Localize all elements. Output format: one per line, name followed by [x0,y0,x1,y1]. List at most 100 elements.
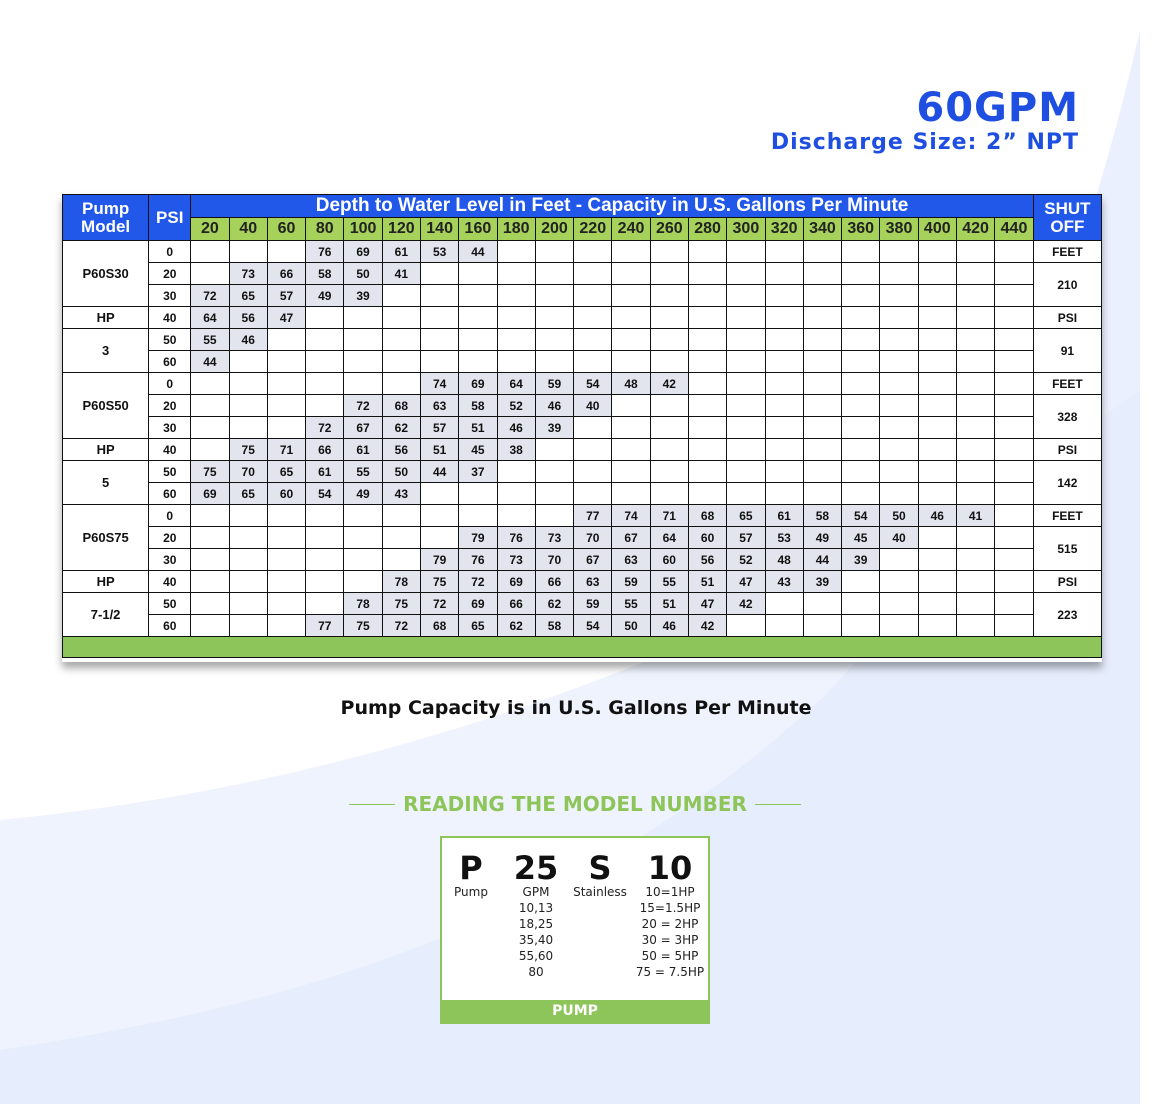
capacity-cell [343,526,383,549]
capacity-cell: 63 [573,570,613,593]
capacity-cell: 50 [611,614,651,637]
capacity-cell [228,394,268,417]
shutoff-header: SHUT OFF [1032,194,1103,241]
capacity-cell [994,482,1034,505]
capacity-cell: 75 [381,592,421,615]
capacity-cell [305,350,345,373]
page-title: 60GPM [916,85,1079,131]
capacity-cell: 67 [343,416,383,439]
capacity-cell: 57 [266,284,307,307]
capacity-cell: 69 [343,240,383,263]
capacity-cell [917,614,957,637]
capacity-cell [879,328,919,351]
capacity-cell [573,284,613,307]
capacity-cell [496,350,536,373]
capacity-cell [841,592,881,615]
capacity-cell: 55 [611,592,651,615]
capacity-cell: 54 [841,504,881,527]
capacity-cell [573,350,613,373]
capacity-cell [228,350,268,373]
pump-capacity-table: Pump Model PSI Depth to Water Level in F… [61,194,1103,662]
capacity-cell [381,548,421,571]
capacity-cell [917,350,957,373]
capacity-cell [611,350,651,373]
capacity-cell [764,460,804,483]
capacity-cell [841,394,881,417]
capacity-cell [955,460,996,483]
capacity-cell: 55 [649,570,689,593]
capacity-cell [726,306,766,329]
capacity-cell [955,614,996,637]
capacity-cell: 39 [534,416,575,439]
capacity-cell [879,394,919,417]
capacity-cell [764,262,804,285]
capacity-cell [955,548,996,571]
capacity-cell: 47 [266,306,307,329]
capacity-cell [496,284,536,307]
capacity-cell [496,328,536,351]
capacity-cell [611,240,651,263]
capacity-cell: 75 [228,438,268,461]
capacity-cell [190,240,230,263]
model-letter: S [588,849,612,887]
capacity-cell [649,460,689,483]
capacity-cell [994,372,1034,395]
capacity-cell [917,372,957,395]
shutoff-cell: 223 [1032,592,1103,637]
capacity-cell [573,262,613,285]
table-row: 20 79 76 73 70 67 64 60 57 53 49 45 40 515 [63,526,1103,571]
capacity-cell [305,328,345,351]
capacity-cell [228,570,268,593]
capacity-cell [841,306,881,329]
shutoff-cell: PSI [1032,438,1103,461]
capacity-cell: 71 [649,504,689,527]
capacity-cell: 72 [381,614,421,637]
depth-header-cell: 140 [419,217,460,241]
model-option: 30 = 3HP [641,933,699,947]
capacity-cell [190,262,230,285]
capacity-cell [879,570,919,593]
depth-header-cell: 180 [496,217,536,241]
capacity-cell: 56 [381,438,421,461]
capacity-cell: 60 [266,482,307,505]
capacity-cell: 66 [496,592,536,615]
psi-cell: 40 [148,570,192,593]
capacity-cell [573,460,613,483]
capacity-cell: 51 [419,438,460,461]
capacity-cell [419,526,460,549]
capacity-cell: 60 [649,548,689,571]
table-row: P60S30 0 76 69 61 53 44 FEET [61,240,1103,307]
table-row: 30 72 65 57 49 39 [63,284,1102,307]
capacity-cell [879,460,919,483]
capacity-cell [917,592,957,615]
depth-header-cell: 200 [534,217,575,241]
capacity-cell: 58 [305,262,345,285]
capacity-cell: 40 [879,526,919,549]
psi-cell: 20 [148,262,192,285]
capacity-cell: 44 [419,460,460,483]
capacity-cell [266,614,307,637]
capacity-cell [687,240,728,263]
model-number-box: P Pump 25 GPM 10,13 18,25 35,40 55,60 80… [440,836,710,1024]
capacity-cell [955,394,996,417]
capacity-cell: 40 [573,394,613,417]
table-row: 30 72 67 62 57 51 46 39 [63,416,1102,439]
capacity-cell [649,416,689,439]
capacity-cell [994,328,1034,351]
depth-header-cell: 400 [917,217,957,241]
capacity-cell: 53 [419,240,460,263]
capacity-cell [726,416,766,439]
capacity-cell [841,438,881,461]
capacity-cell [917,460,957,483]
capacity-cell [266,548,307,571]
capacity-cell [955,328,996,351]
capacity-cell [764,416,804,439]
depth-header-cell: 300 [726,217,766,241]
capacity-cell [879,284,919,307]
capacity-cell: 66 [534,570,575,593]
capacity-cell [458,284,498,307]
capacity-cell: 77 [573,504,613,527]
capacity-cell [496,482,536,505]
capacity-cell [190,526,230,549]
capacity-cell: 45 [458,438,498,461]
